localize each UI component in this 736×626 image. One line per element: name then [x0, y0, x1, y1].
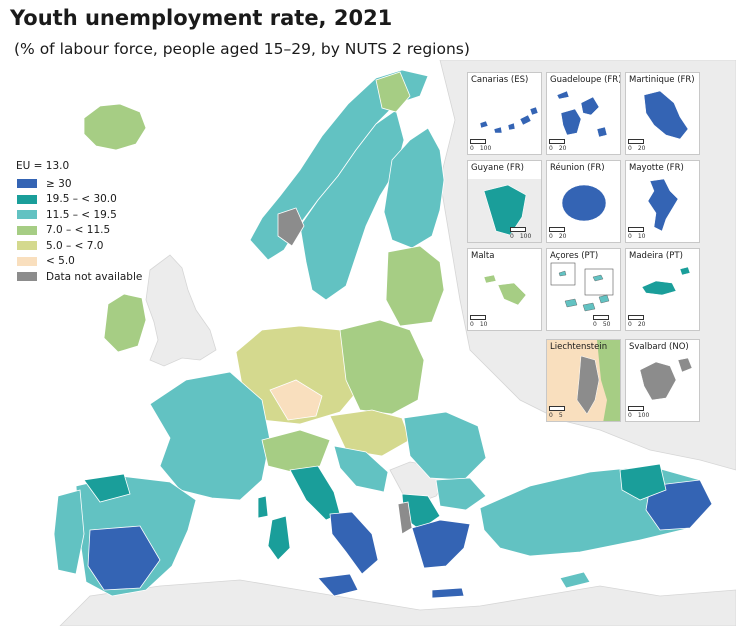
- inset-martinique: Martinique (FR) 0 20: [625, 72, 700, 155]
- region-finland: [383, 127, 445, 249]
- region-no-data-norway: [277, 207, 305, 247]
- legend-label: Data not available: [46, 270, 143, 283]
- region-turkey-east: [619, 463, 667, 501]
- inset-label: Réunion (FR): [550, 163, 605, 173]
- inset-map: [556, 90, 608, 138]
- legend-swatch: [16, 209, 38, 221]
- region-italy-south: [329, 511, 379, 575]
- inset-scale: 0 10: [628, 227, 645, 240]
- legend-item: 19.5 – < 30.0: [16, 192, 142, 208]
- inset-guyane: Guyane (FR) 0 100: [467, 160, 542, 243]
- inset-svalbard: Svalbard (NO) 0 100: [625, 339, 700, 422]
- legend-label: 5.0 – < 7.0: [46, 239, 104, 252]
- legend-item: Data not available: [16, 269, 142, 285]
- inset-scale: 0 20: [628, 139, 645, 152]
- region-croatia-slovenia: [333, 445, 389, 493]
- inset-scale: 0 20: [628, 315, 645, 328]
- region-czechia: [269, 379, 323, 421]
- region-crete: [431, 587, 465, 599]
- inset-map: [561, 184, 607, 222]
- inset-label: Malta: [471, 251, 495, 261]
- region-spain-north: [83, 473, 131, 503]
- legend-item: 5.0 – < 7.0: [16, 238, 142, 254]
- inset-label: Martinique (FR): [629, 75, 695, 85]
- inset-label: Svalbard (NO): [629, 342, 689, 352]
- region-iceland: [83, 103, 147, 151]
- legend-swatch: [16, 240, 38, 252]
- legend-label: 11.5 – < 19.5: [46, 208, 117, 221]
- inset-scale: 0 100: [510, 227, 531, 240]
- inset-map: [483, 274, 527, 306]
- legend-label: < 5.0: [46, 255, 75, 268]
- region-greece: [411, 519, 471, 569]
- inset-label: Guyane (FR): [471, 163, 524, 173]
- inset-label: Canarias (ES): [471, 75, 529, 85]
- region-spain-south: [87, 525, 161, 591]
- legend-label: ≥ 30: [46, 177, 72, 190]
- region-poland: [339, 319, 425, 415]
- inset-map: [647, 178, 679, 232]
- inset-madeira: Madeira (PT) 0 20: [625, 248, 700, 331]
- region-ireland: [103, 293, 147, 353]
- legend-label: 19.5 – < 30.0: [46, 193, 117, 206]
- inset-map: [468, 179, 541, 242]
- inset-map: [641, 266, 691, 296]
- legend-item: 7.0 – < 11.5: [16, 223, 142, 239]
- inset-label: Madeira (PT): [629, 251, 683, 261]
- inset-scale: 0 20: [549, 227, 566, 240]
- region-turkey-southeast: [645, 479, 713, 531]
- region-romania: [403, 411, 487, 481]
- legend-swatch: [16, 178, 38, 190]
- region-france: [149, 371, 271, 501]
- map-legend: EU = 13.0 ≥ 30 19.5 – < 30.0 11.5 – < 19…: [16, 160, 142, 285]
- legend-swatch: [16, 224, 38, 236]
- inset-scale: 0 100: [628, 406, 649, 419]
- uk-land: [145, 254, 217, 367]
- map-title: Youth unemployment rate, 2021: [10, 6, 393, 30]
- inset-label: Açores (PT): [550, 251, 599, 261]
- region-no-data-albania: [397, 501, 413, 535]
- legend-swatch: [16, 271, 38, 283]
- region-baltics: [385, 245, 445, 327]
- inset-map: [550, 262, 614, 312]
- north-africa-land: [59, 579, 736, 626]
- inset-reunion: Réunion (FR) 0 20: [546, 160, 621, 243]
- map-subtitle: (% of labour force, people aged 15–29, b…: [14, 40, 470, 58]
- inset-malta: Malta 0 10: [467, 248, 542, 331]
- legend-item: ≥ 30: [16, 176, 142, 192]
- inset-scale: 0 10: [470, 315, 487, 328]
- region-sardinia: [267, 515, 291, 561]
- inset-acores: Açores (PT) 0 50: [546, 248, 621, 331]
- inset-map: [479, 106, 539, 134]
- inset-mayotte: Mayotte (FR) 0 10: [625, 160, 700, 243]
- region-sweden-north: [375, 71, 411, 113]
- inset-map: [639, 357, 693, 401]
- inset-scale: 0 50: [593, 315, 610, 328]
- legend-label: 7.0 – < 11.5: [46, 224, 111, 237]
- region-portugal: [53, 489, 85, 575]
- region-italy-north: [261, 429, 331, 473]
- inset-canarias: Canarias (ES) 0 100: [467, 72, 542, 155]
- inset-label: Liechtenstein: [550, 342, 608, 352]
- inset-map: [547, 340, 620, 421]
- legend-item: < 5.0: [16, 254, 142, 270]
- inset-label: Guadeloupe (FR): [550, 75, 621, 85]
- region-cyprus: [559, 571, 591, 589]
- inset-scale: 0 20: [549, 139, 566, 152]
- region-sweden: [299, 109, 405, 301]
- legend-item: 11.5 – < 19.5: [16, 207, 142, 223]
- legend-header: EU = 13.0: [16, 160, 70, 172]
- region-corsica: [257, 495, 269, 519]
- inset-scale: 0 100: [470, 139, 491, 152]
- inset-map: [643, 90, 689, 140]
- legend-swatch: [16, 193, 38, 205]
- region-sicily: [317, 573, 359, 597]
- inset-label: Mayotte (FR): [629, 163, 684, 173]
- region-bulgaria: [435, 477, 487, 511]
- legend-swatch: [16, 255, 38, 267]
- inset-guadeloupe: Guadeloupe (FR) 0 20: [546, 72, 621, 155]
